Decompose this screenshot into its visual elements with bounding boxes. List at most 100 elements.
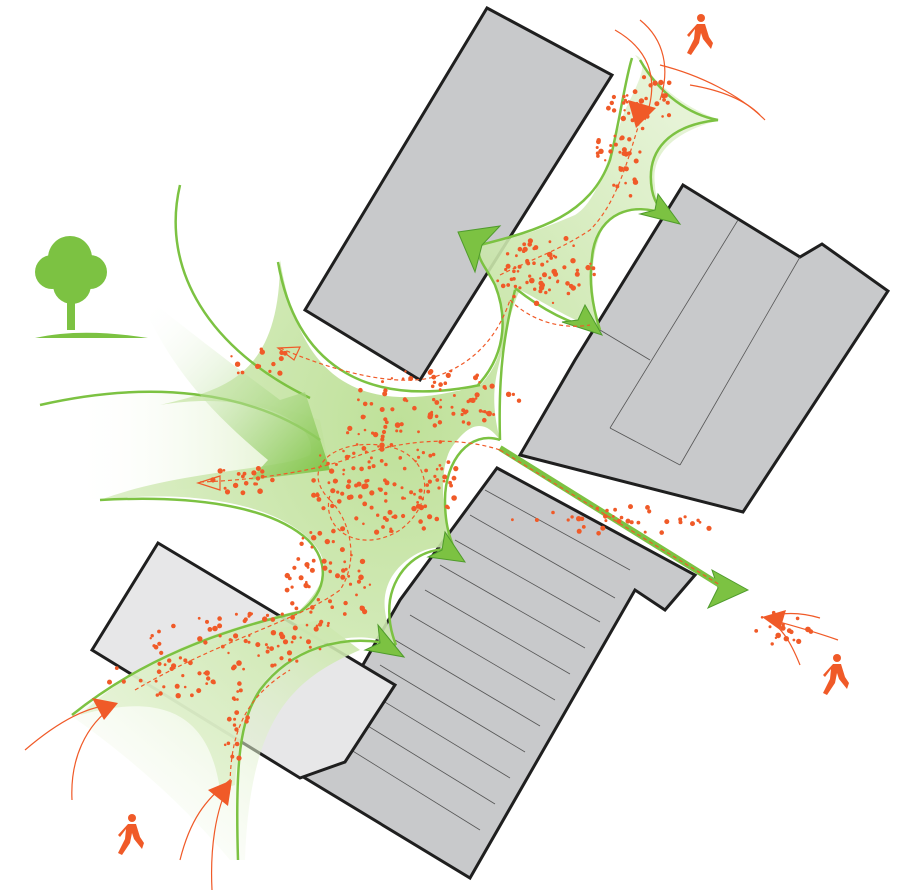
person-dot [585, 264, 591, 271]
pedestrian-icon [823, 654, 849, 695]
person-dot [548, 240, 552, 244]
person-dot [450, 405, 454, 409]
person-dot [304, 562, 310, 568]
person-dot [481, 410, 485, 413]
person-dot [548, 288, 551, 292]
person-dot [159, 650, 164, 656]
person-dot [368, 583, 372, 586]
person-dot [266, 646, 270, 649]
person-dot [315, 624, 319, 628]
person-dot [342, 473, 345, 476]
person-dot [431, 374, 437, 380]
person-dot [247, 640, 251, 644]
person-dot [223, 486, 227, 490]
person-dot [318, 647, 322, 651]
person-dot [411, 505, 417, 512]
person-dot [430, 410, 434, 414]
person-dot [427, 514, 433, 520]
building-east-partition [609, 427, 681, 466]
person-dot [517, 264, 522, 269]
person-dot [345, 484, 351, 490]
person-dot [563, 236, 569, 241]
approach-arrow-east [762, 610, 786, 630]
person-dot [380, 434, 385, 439]
person-dot [379, 459, 384, 463]
person-dot [562, 265, 567, 270]
person-dot [382, 516, 387, 520]
person-dot [348, 582, 353, 586]
person-dot [551, 510, 555, 515]
person-dot [328, 569, 333, 574]
person-dot [333, 478, 338, 483]
person-dot [250, 612, 254, 616]
person-dot [505, 391, 512, 397]
person-dot [666, 113, 672, 118]
tree-icon [35, 236, 148, 338]
person-dot [625, 94, 629, 97]
person-dot [311, 478, 316, 483]
person-dot [251, 470, 257, 476]
person-dot [260, 474, 265, 479]
person-dot [245, 715, 250, 720]
person-dot [301, 536, 305, 540]
person-dot [525, 280, 529, 285]
person-dot [538, 289, 543, 294]
person-dot [581, 525, 586, 529]
building-north [302, 6, 615, 383]
person-dot [278, 631, 284, 637]
person-dot [453, 466, 459, 472]
person-dot [255, 476, 261, 481]
person-dot [364, 479, 368, 483]
person-dot [299, 541, 304, 546]
person-dot [431, 452, 436, 457]
person-dot [217, 616, 222, 621]
person-dot [434, 414, 439, 419]
person-dot [351, 466, 356, 471]
person-dot [183, 658, 188, 663]
person-dot [443, 381, 448, 386]
person-dot [326, 624, 330, 627]
person-dot [464, 409, 469, 414]
person-dot [316, 598, 320, 602]
person-dot [511, 392, 515, 396]
person-dot [359, 558, 366, 565]
person-dot [327, 621, 330, 625]
person-dot [383, 491, 388, 496]
person-dot [413, 492, 416, 496]
person-dot [335, 573, 340, 579]
person-dot [321, 506, 326, 511]
person-dot [433, 474, 437, 478]
person-dot [305, 580, 308, 584]
person-dot [330, 605, 335, 609]
person-dot [792, 638, 796, 642]
person-dot [210, 477, 216, 483]
person-dot [271, 361, 276, 367]
person-dot [449, 483, 453, 488]
person-dot [627, 111, 631, 115]
person-dot [437, 486, 441, 490]
person-dot [347, 455, 351, 458]
person-dot [384, 462, 388, 467]
person-dot [379, 446, 385, 452]
person-dot [426, 489, 431, 494]
person-dot [190, 693, 194, 698]
person-dot [438, 382, 443, 387]
person-dot [217, 623, 223, 629]
building-east-partition [609, 219, 739, 429]
person-dot [624, 181, 627, 185]
person-dot [643, 530, 647, 534]
approach-arrow-southwest-b [208, 780, 232, 806]
person-dot [260, 469, 265, 474]
person-dot [284, 587, 290, 593]
person-dot [231, 665, 236, 671]
person-dot [205, 682, 209, 685]
person-dot [438, 440, 443, 444]
person-dot [242, 471, 247, 476]
person-dot [401, 513, 406, 519]
person-dot [698, 520, 702, 524]
person-dot [363, 586, 366, 589]
person-dot [412, 405, 417, 411]
person-dot [401, 377, 405, 381]
person-dot [576, 528, 582, 534]
arrow-east-corridor [706, 568, 750, 610]
